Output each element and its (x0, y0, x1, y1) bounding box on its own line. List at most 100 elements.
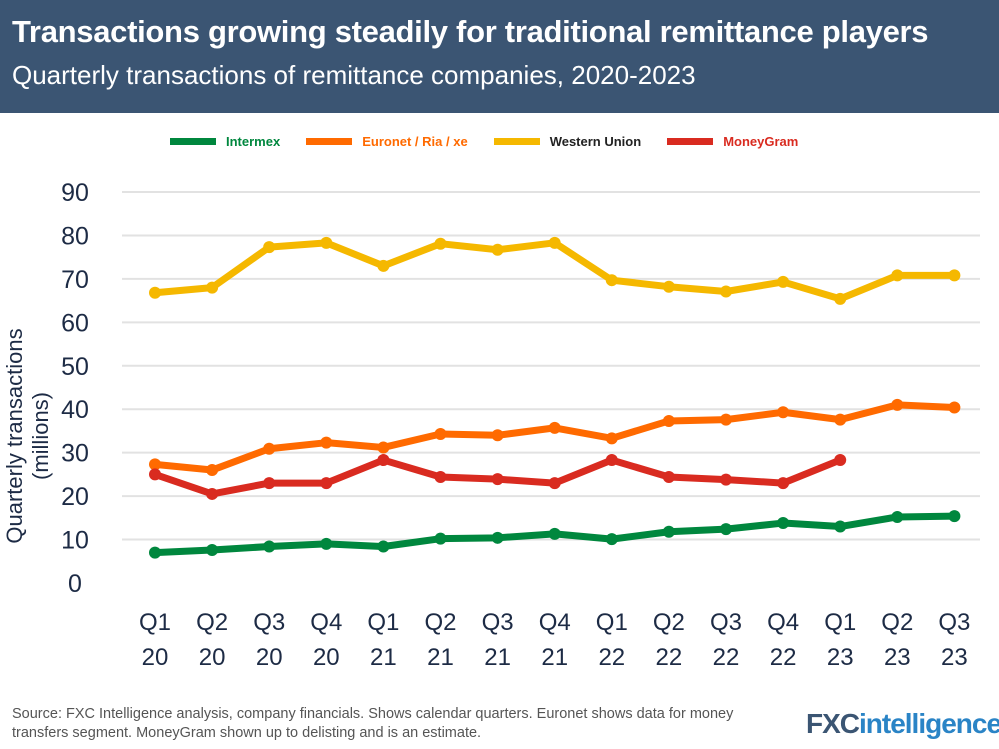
line-chart: 0 10 20 30 40 50 60 70 80 90 Q1 20 Q2 20 Q3 20 Q4 20 Q1 21 Q… (61, 179, 980, 671)
data-point (605, 454, 618, 467)
y-tick-label: 50 (61, 353, 89, 381)
data-point (948, 269, 961, 282)
data-point (891, 510, 904, 523)
x-tick-label: Q3 (938, 609, 970, 636)
x-tick-label: 21 (541, 644, 568, 671)
data-point (777, 477, 790, 490)
x-tick-label: Q2 (424, 609, 456, 636)
data-point (834, 292, 847, 305)
data-point (377, 259, 390, 272)
data-point (320, 477, 333, 490)
x-tick-label: 21 (484, 644, 511, 671)
header: Transactions growing steadily for tradit… (0, 0, 999, 113)
logo-part: FXC (806, 708, 860, 739)
data-point (377, 441, 390, 454)
x-tick-label: 20 (142, 644, 169, 671)
x-tick-label: 23 (941, 644, 968, 671)
y-tick-label: 20 (61, 483, 89, 511)
x-tick-label: Q2 (196, 609, 228, 636)
data-point (434, 470, 447, 483)
chart-subtitle: Quarterly transactions of remittance com… (12, 60, 696, 90)
fxc-logo: FXCintelligence (806, 708, 999, 740)
logo-part: intelligence (859, 708, 999, 739)
data-point (662, 470, 675, 483)
y-tick-label: 40 (61, 396, 89, 424)
y-tick-label: 10 (61, 527, 89, 555)
data-point (377, 540, 390, 553)
data-point (263, 540, 276, 553)
data-point (834, 454, 847, 467)
legend-swatch (493, 137, 540, 145)
legend-swatch (667, 137, 714, 145)
data-point (377, 454, 390, 467)
data-point (834, 413, 847, 426)
data-point (834, 520, 847, 533)
data-point (149, 286, 161, 299)
data-point (662, 414, 675, 427)
data-point (206, 464, 219, 477)
series-line-western-union (154, 239, 955, 303)
x-tick-label: Q3 (253, 609, 285, 636)
x-tick-label: Q1 (824, 609, 856, 636)
data-point (434, 427, 447, 440)
data-point (605, 432, 618, 445)
legend: Intermex Euronet / Ria / xe Western Union M… (170, 126, 814, 156)
data-point (777, 275, 790, 288)
data-point (548, 477, 561, 490)
data-point (720, 523, 732, 536)
data-point (434, 237, 447, 250)
x-tick-label: 22 (770, 644, 797, 671)
data-point (149, 546, 161, 559)
x-tick-label: Q4 (310, 609, 342, 636)
data-point (662, 525, 675, 538)
chart-title: Transactions growing steadily for tradit… (12, 14, 929, 49)
x-tick-label: 21 (427, 644, 454, 671)
data-point (891, 398, 904, 411)
x-tick-label: 22 (656, 644, 683, 671)
data-point (777, 406, 790, 419)
x-tick-label: Q1 (596, 609, 628, 636)
x-tick-label: 20 (199, 644, 226, 671)
y-tick-label: 30 (61, 440, 89, 468)
x-tick-label: 20 (313, 644, 340, 671)
data-point (548, 527, 561, 540)
data-point (491, 243, 504, 256)
x-tick-label: Q2 (653, 609, 685, 636)
x-tick-label: Q4 (539, 609, 571, 636)
data-point (720, 473, 732, 486)
x-tick-label: Q4 (767, 609, 799, 636)
data-point (605, 274, 618, 287)
data-point (720, 413, 732, 426)
x-tick-label: 20 (256, 644, 283, 671)
x-tick-label: Q1 (367, 609, 399, 636)
y-tick-label: 60 (61, 309, 89, 337)
data-point (206, 281, 219, 294)
y-tick-label: 90 (61, 179, 89, 207)
x-tick-label: 22 (713, 644, 740, 671)
y-axis-label: Quarterly transactions (millions) (2, 328, 53, 544)
data-point (948, 401, 961, 414)
data-point (605, 533, 618, 546)
data-point (149, 458, 161, 471)
legend-swatch (170, 137, 216, 145)
legend-label: Western Union (549, 133, 642, 149)
source-note: Source: FXC Intelligence analysis, compa… (12, 706, 734, 741)
data-point (149, 468, 161, 481)
data-point (548, 236, 561, 249)
data-point (948, 510, 961, 523)
x-tick-label: Q3 (710, 609, 742, 636)
x-tick-label: 23 (884, 644, 911, 671)
legend-label: Intermex (226, 133, 281, 149)
legend-label: Euronet / Ria / xe (362, 133, 468, 149)
data-point (491, 473, 504, 486)
x-tick-label: 21 (370, 644, 397, 671)
legend-swatch (306, 137, 353, 145)
data-point (491, 429, 504, 442)
x-tick-label: Q1 (139, 609, 171, 636)
data-point (206, 543, 219, 556)
x-tick-label: 23 (827, 644, 854, 671)
y-tick-label: 80 (61, 222, 89, 250)
data-point (491, 531, 504, 544)
data-point (320, 436, 333, 449)
x-tick-label: Q3 (482, 609, 514, 636)
